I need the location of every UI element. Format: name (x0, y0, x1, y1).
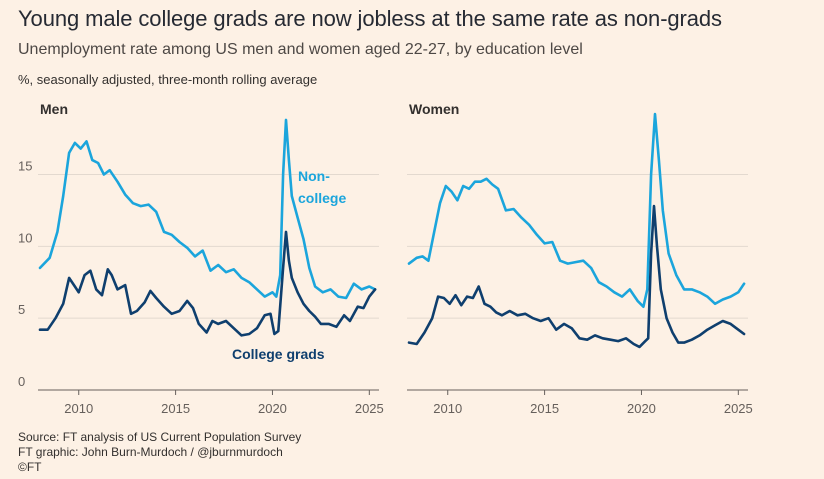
x-tick-label: 2015 (530, 401, 559, 416)
x-tick-label: 2020 (627, 401, 656, 416)
units-note: %, seasonally adjusted, three-month roll… (18, 72, 318, 87)
chart-title: Young male college grads are now jobless… (18, 6, 722, 31)
panel-title-women: Women (409, 101, 460, 117)
y-tick-label: 5 (18, 302, 25, 317)
annotation-non-college-line2: college (298, 190, 346, 206)
credit-note: FT graphic: John Burn-Murdoch / @jburnmu… (18, 445, 283, 459)
series-line-college-grads-men (38, 230, 377, 337)
chart-subtitle: Unemployment rate among US men and women… (18, 41, 583, 58)
annotation-college-grads: College grads (232, 346, 325, 362)
x-tick-label: 2015 (161, 401, 190, 416)
y-tick-label: 15 (18, 158, 32, 173)
series-line-non-college-women (407, 112, 746, 308)
x-tick-label: 2025 (355, 401, 384, 416)
x-tick-label: 2020 (258, 401, 287, 416)
annotation-non-college-line1: Non- (298, 168, 330, 184)
y-tick-label: 10 (18, 230, 32, 245)
x-tick-label: 2010 (433, 401, 462, 416)
copyright-note: ©FT (18, 460, 42, 474)
x-tick-label: 2025 (724, 401, 753, 416)
panel-title-men: Men (40, 101, 68, 117)
x-tick-label: 2010 (64, 401, 93, 416)
footer: Source: FT analysis of US Current Popula… (18, 430, 301, 475)
series-line-non-college-men (38, 118, 377, 300)
y-tick-label: 0 (18, 374, 25, 389)
source-note: Source: FT analysis of US Current Popula… (18, 430, 302, 444)
series-line-college-grads-women (407, 204, 746, 349)
